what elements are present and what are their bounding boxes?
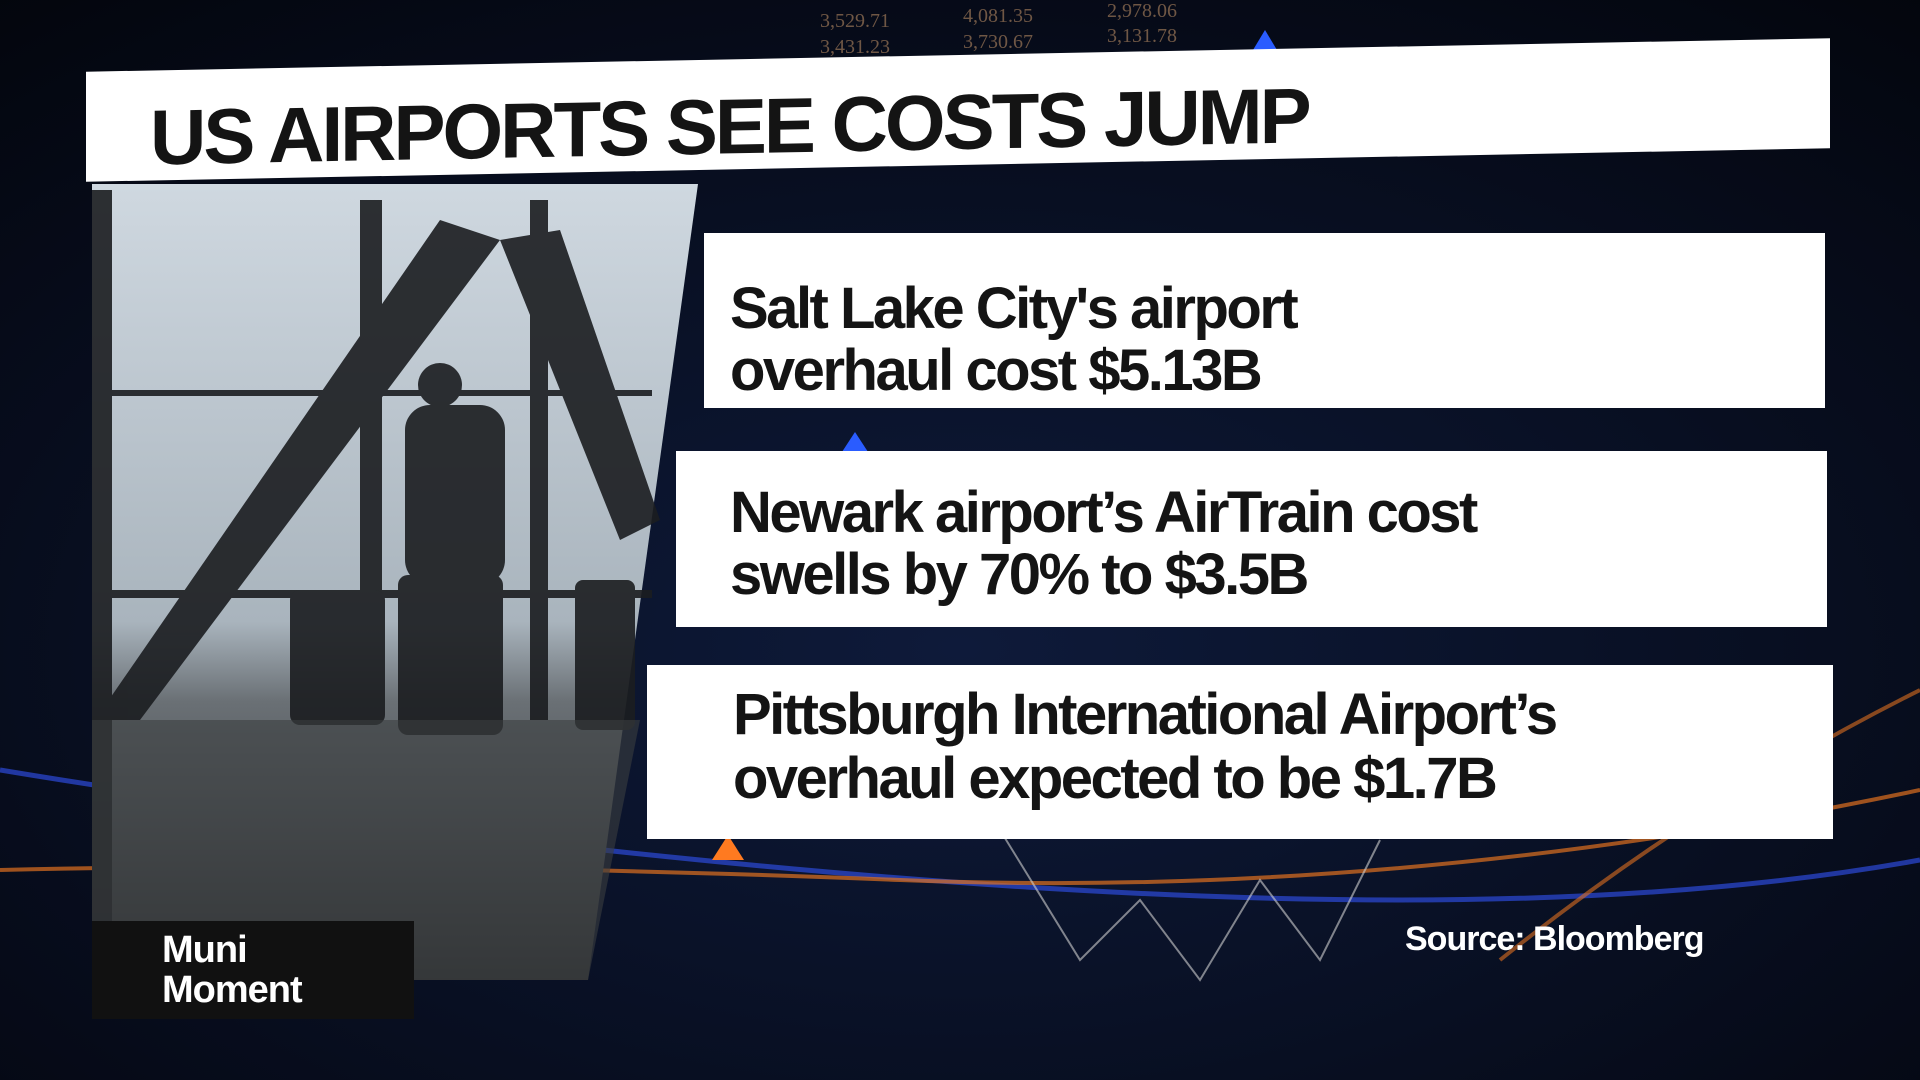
ticker-value: 3,431.23	[820, 36, 890, 58]
item-text: overhaul expected to be $1.7B	[733, 746, 1498, 811]
item-text: Pittsburgh International Airport’s	[733, 682, 1558, 747]
item-card: Pittsburgh International Airport’s overh…	[647, 665, 1833, 839]
show-name: Muni	[162, 929, 248, 971]
item-text: Salt Lake City's airport	[730, 276, 1299, 341]
source: Source: Bloomberg	[1405, 920, 1704, 958]
ticker-value: 3,730.67	[963, 31, 1033, 53]
show-name: Moment	[162, 969, 303, 1011]
ticker-value: 3,131.78	[1107, 25, 1177, 47]
ticker-value: 4,081.35	[963, 5, 1033, 27]
item-text: Newark airport’s AirTrain cost	[730, 480, 1478, 545]
ticker-value: 2,978.06	[1107, 0, 1177, 22]
item-text: swells by 70% to $3.5B	[730, 542, 1309, 607]
item-text: overhaul cost $5.13B	[730, 338, 1263, 403]
show-label: Muni Moment	[92, 921, 414, 1019]
ticker-value: 3,529.71	[820, 10, 890, 32]
item-card: Salt Lake City's airport overhaul cost $…	[704, 233, 1825, 408]
item-card: Newark airport’s AirTrain cost swells by…	[676, 451, 1827, 627]
